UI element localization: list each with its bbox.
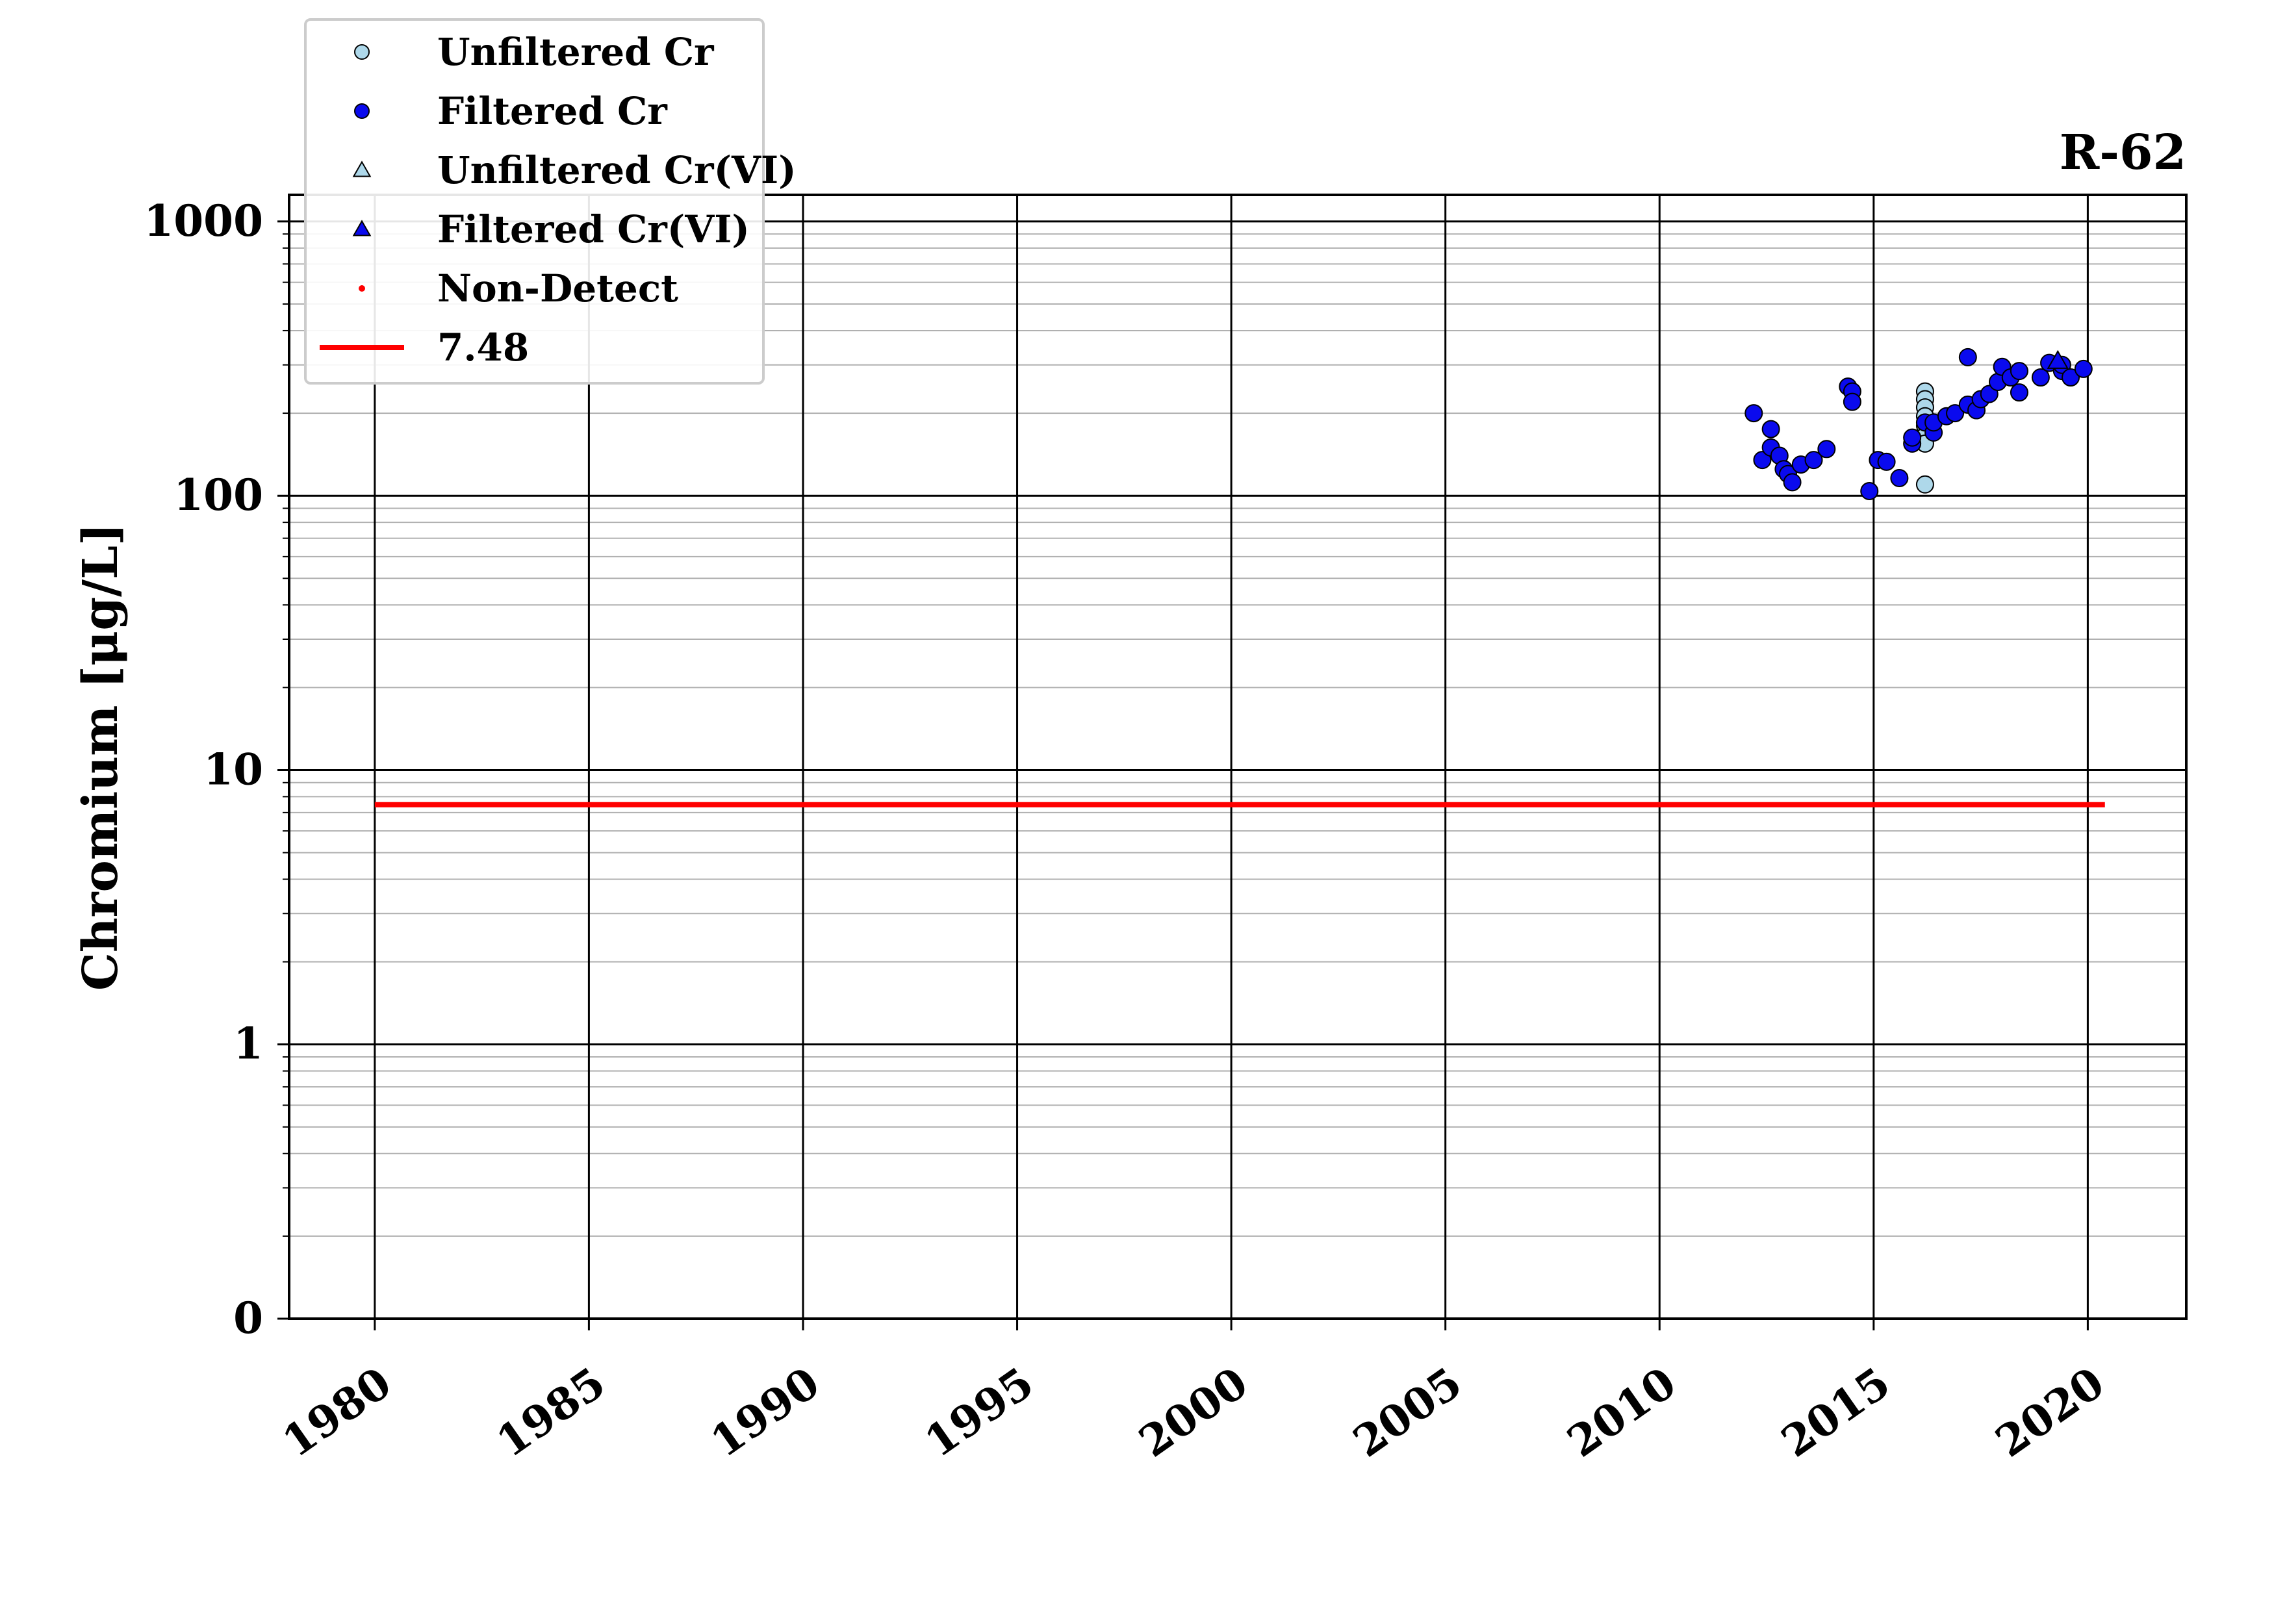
data-point [1877, 452, 1896, 471]
data-point [1761, 420, 1780, 438]
legend: Unfiltered Cr Filtered Cr Unfiltered Cr(VI… [304, 18, 797, 385]
data-point [1903, 428, 1922, 447]
data-point [2047, 349, 2069, 369]
y-tick-label: 0 [233, 1293, 263, 1343]
legend-entry: Non-Detect [359, 266, 678, 311]
legend-marker-swatch [352, 160, 372, 177]
y-tick-label: 1 [233, 1019, 263, 1069]
data-point [2074, 359, 2093, 378]
data-point [1890, 468, 1909, 487]
legend-label: Unfiltered Cr [437, 30, 715, 74]
legend-entry: Unfiltered Cr(VI) [352, 148, 797, 192]
data-point [1946, 404, 1965, 423]
plot-frame [288, 194, 2188, 1320]
y-tick-label: 1000 [144, 196, 263, 246]
data-point [1804, 451, 1823, 470]
data-point [2062, 368, 2080, 387]
data-point [1817, 440, 1836, 459]
legend-label: Filtered Cr [437, 89, 668, 133]
legend-box [304, 18, 765, 385]
chart-title: R-62 [2060, 125, 2186, 181]
legend-label: Filtered Cr(VI) [437, 207, 750, 251]
data-point [1860, 481, 1879, 500]
legend-entry: Unfiltered Cr [354, 30, 715, 74]
data-point [1783, 473, 1802, 492]
series-filtered-cr-vi- [2047, 349, 2069, 369]
data-point [1915, 475, 1934, 494]
series-filtered-cr [1744, 348, 2093, 500]
legend-dot-swatch [359, 285, 365, 292]
legend-entry: Filtered Cr(VI) [352, 207, 750, 251]
legend-marker-swatch [354, 44, 370, 60]
legend-label: Unfiltered Cr(VI) [437, 148, 797, 192]
legend-label: Non-Detect [437, 266, 678, 311]
data-layer [374, 348, 2105, 807]
data-point [1843, 392, 1861, 411]
y-tick-label: 10 [203, 744, 263, 794]
legend-label: 7.48 [437, 325, 529, 370]
legend-entry: Filtered Cr [354, 89, 668, 133]
data-point [1744, 404, 1763, 423]
y-tick-label: 100 [173, 470, 263, 520]
data-point [1958, 348, 1977, 366]
data-point [2010, 362, 2028, 381]
y-axis-label: Chromium [μg/L] [73, 523, 129, 991]
data-point [1753, 451, 1772, 470]
legend-marker-swatch [352, 220, 372, 236]
data-point [2010, 383, 2028, 402]
data-point [2031, 368, 2050, 387]
legend-entry: 7.48 [320, 325, 529, 370]
legend-marker-swatch [354, 103, 370, 119]
